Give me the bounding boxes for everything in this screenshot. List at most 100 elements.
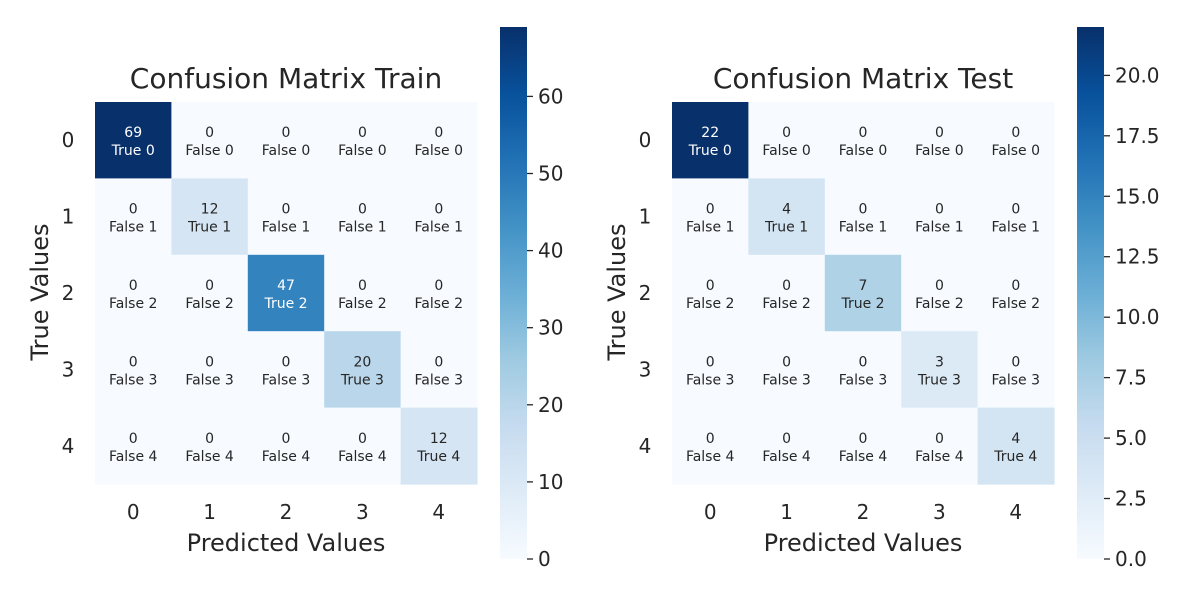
cell-class-label-train: True 2 [263,296,307,312]
colorbar-tick-label: 7.5 [1115,366,1147,390]
cell-count-label-train: 0 [282,125,291,141]
cell-class-label-test: False 3 [839,372,888,388]
colorbar-test [1077,27,1104,559]
heatmap-cell-train [95,178,172,256]
colorbar-tick-label: 15.0 [1115,184,1160,208]
cell-class-label-test: False 1 [915,220,964,236]
cell-count-label-test: 0 [1011,278,1020,294]
colorbar-tick-label: 2.5 [1115,487,1147,511]
y-tick-label: 0 [639,128,652,152]
cell-count-label-test: 4 [1011,431,1020,447]
x-tick-label: 2 [280,500,293,524]
cell-class-label-train: False 3 [109,372,158,388]
cell-count-label-train: 12 [201,202,219,218]
cell-count-label-test: 0 [1011,354,1020,370]
colorbar-tick-label: 50 [538,162,563,186]
cell-count-label-test: 0 [782,125,791,141]
heatmap-cell-train [400,331,478,409]
cell-count-label-train: 0 [129,202,138,218]
cell-count-label-test: 0 [782,354,791,370]
heatmap-cell-test [977,407,1055,485]
cell-count-label-train: 0 [358,278,367,294]
y-tick-label: 3 [62,357,75,381]
cell-class-label-test: True 4 [993,449,1037,465]
cell-count-label-test: 0 [859,354,868,370]
chart-title-test: Confusion Matrix Test [713,62,1013,95]
x-tick-label: 4 [432,500,445,524]
cell-class-label-test: False 1 [992,220,1041,236]
y-tick-label: 1 [62,205,75,229]
heatmap-cell-train [324,331,402,409]
cell-count-label-test: 0 [859,202,868,218]
heatmap-cell-train [95,102,172,179]
heatmap-cell-test [748,407,826,485]
cell-class-label-train: False 3 [415,372,464,388]
cell-class-label-train: False 4 [109,449,158,465]
heatmap-cell-test [901,102,979,179]
heatmap-cell-train [324,407,402,485]
y-tick-labels-train: 0 1 2 3 4 [62,128,75,458]
cell-class-label-test: True 1 [764,220,808,236]
heatmap-cell-train [400,102,478,179]
cell-class-label-train: False 0 [262,143,311,159]
heatmap-cell-test [672,407,749,485]
heatmap-cell-train [95,407,172,485]
cell-class-label-train: True 0 [111,143,155,159]
heatmap-cell-test [901,254,979,332]
colorbar-tick-label: 0 [538,547,551,571]
cell-count-label-train: 0 [358,125,367,141]
cell-count-label-test: 0 [706,278,715,294]
heatmap-cells-train: 69 True 0 0 False 0 0 False 0 0 False 0 0 False 0… [95,102,478,485]
cell-class-label-test: False 1 [686,220,735,236]
heatmap-cell-train [171,102,249,179]
colorbar-tick-label: 40 [538,239,563,263]
cell-count-label-test: 0 [1011,125,1020,141]
x-tick-label: 3 [933,500,946,524]
cell-count-label-test: 0 [782,278,791,294]
cell-count-label-train: 0 [205,431,214,447]
x-tick-label: 0 [704,500,717,524]
heatmap-cell-test [977,254,1055,332]
cell-class-label-test: False 2 [762,296,811,312]
heatmap-cell-test [748,254,826,332]
heatmap-cell-test [824,331,902,409]
colorbar-ticks-test: 0.0 2.5 5.0 7.5 10.0 12.5 15.0 17.5 20.0 [1104,63,1160,571]
colorbar-tick-label: 12.5 [1115,245,1160,269]
x-tick-labels-test: 0 1 2 3 4 [704,500,1022,524]
x-tick-label: 0 [127,500,140,524]
heatmap-cell-test [824,254,902,332]
y-tick-label: 3 [639,357,652,381]
cell-class-label-train: True 4 [416,449,460,465]
cell-count-label-test: 0 [859,125,868,141]
x-axis-label-test: Predicted Values [764,529,963,557]
heatmap-cell-train [247,254,325,332]
heatmap-cell-test [748,331,826,409]
heatmap-cell-train [171,331,249,409]
cell-class-label-test: False 4 [915,449,964,465]
cell-class-label-train: False 1 [338,220,387,236]
cell-count-label-test: 0 [1011,202,1020,218]
cell-count-label-test: 3 [935,354,944,370]
y-axis-label-test: True Values [603,223,631,361]
cell-class-label-train: False 1 [415,220,464,236]
heatmap-cell-train [171,407,249,485]
heatmap-cell-train [324,178,402,256]
heatmap-cell-test [672,254,749,332]
cell-count-label-train: 0 [129,278,138,294]
cell-count-label-test: 0 [935,431,944,447]
cell-class-label-test: False 3 [686,372,735,388]
cell-count-label-train: 0 [358,431,367,447]
cell-class-label-train: False 0 [338,143,387,159]
colorbar-tick-label: 20 [538,393,563,417]
chart-title-train: Confusion Matrix Train [130,62,442,95]
heatmap-cell-test [824,178,902,256]
y-tick-labels-test: 0 1 2 3 4 [639,128,652,458]
colorbar-tick-label: 17.5 [1115,124,1160,148]
cell-class-label-train: False 4 [338,449,387,465]
cell-count-label-train: 0 [434,125,443,141]
heatmap-cell-test [672,102,749,179]
y-tick-label: 4 [639,434,652,458]
cell-class-label-test: False 0 [762,143,811,159]
cell-count-label-train: 0 [434,354,443,370]
